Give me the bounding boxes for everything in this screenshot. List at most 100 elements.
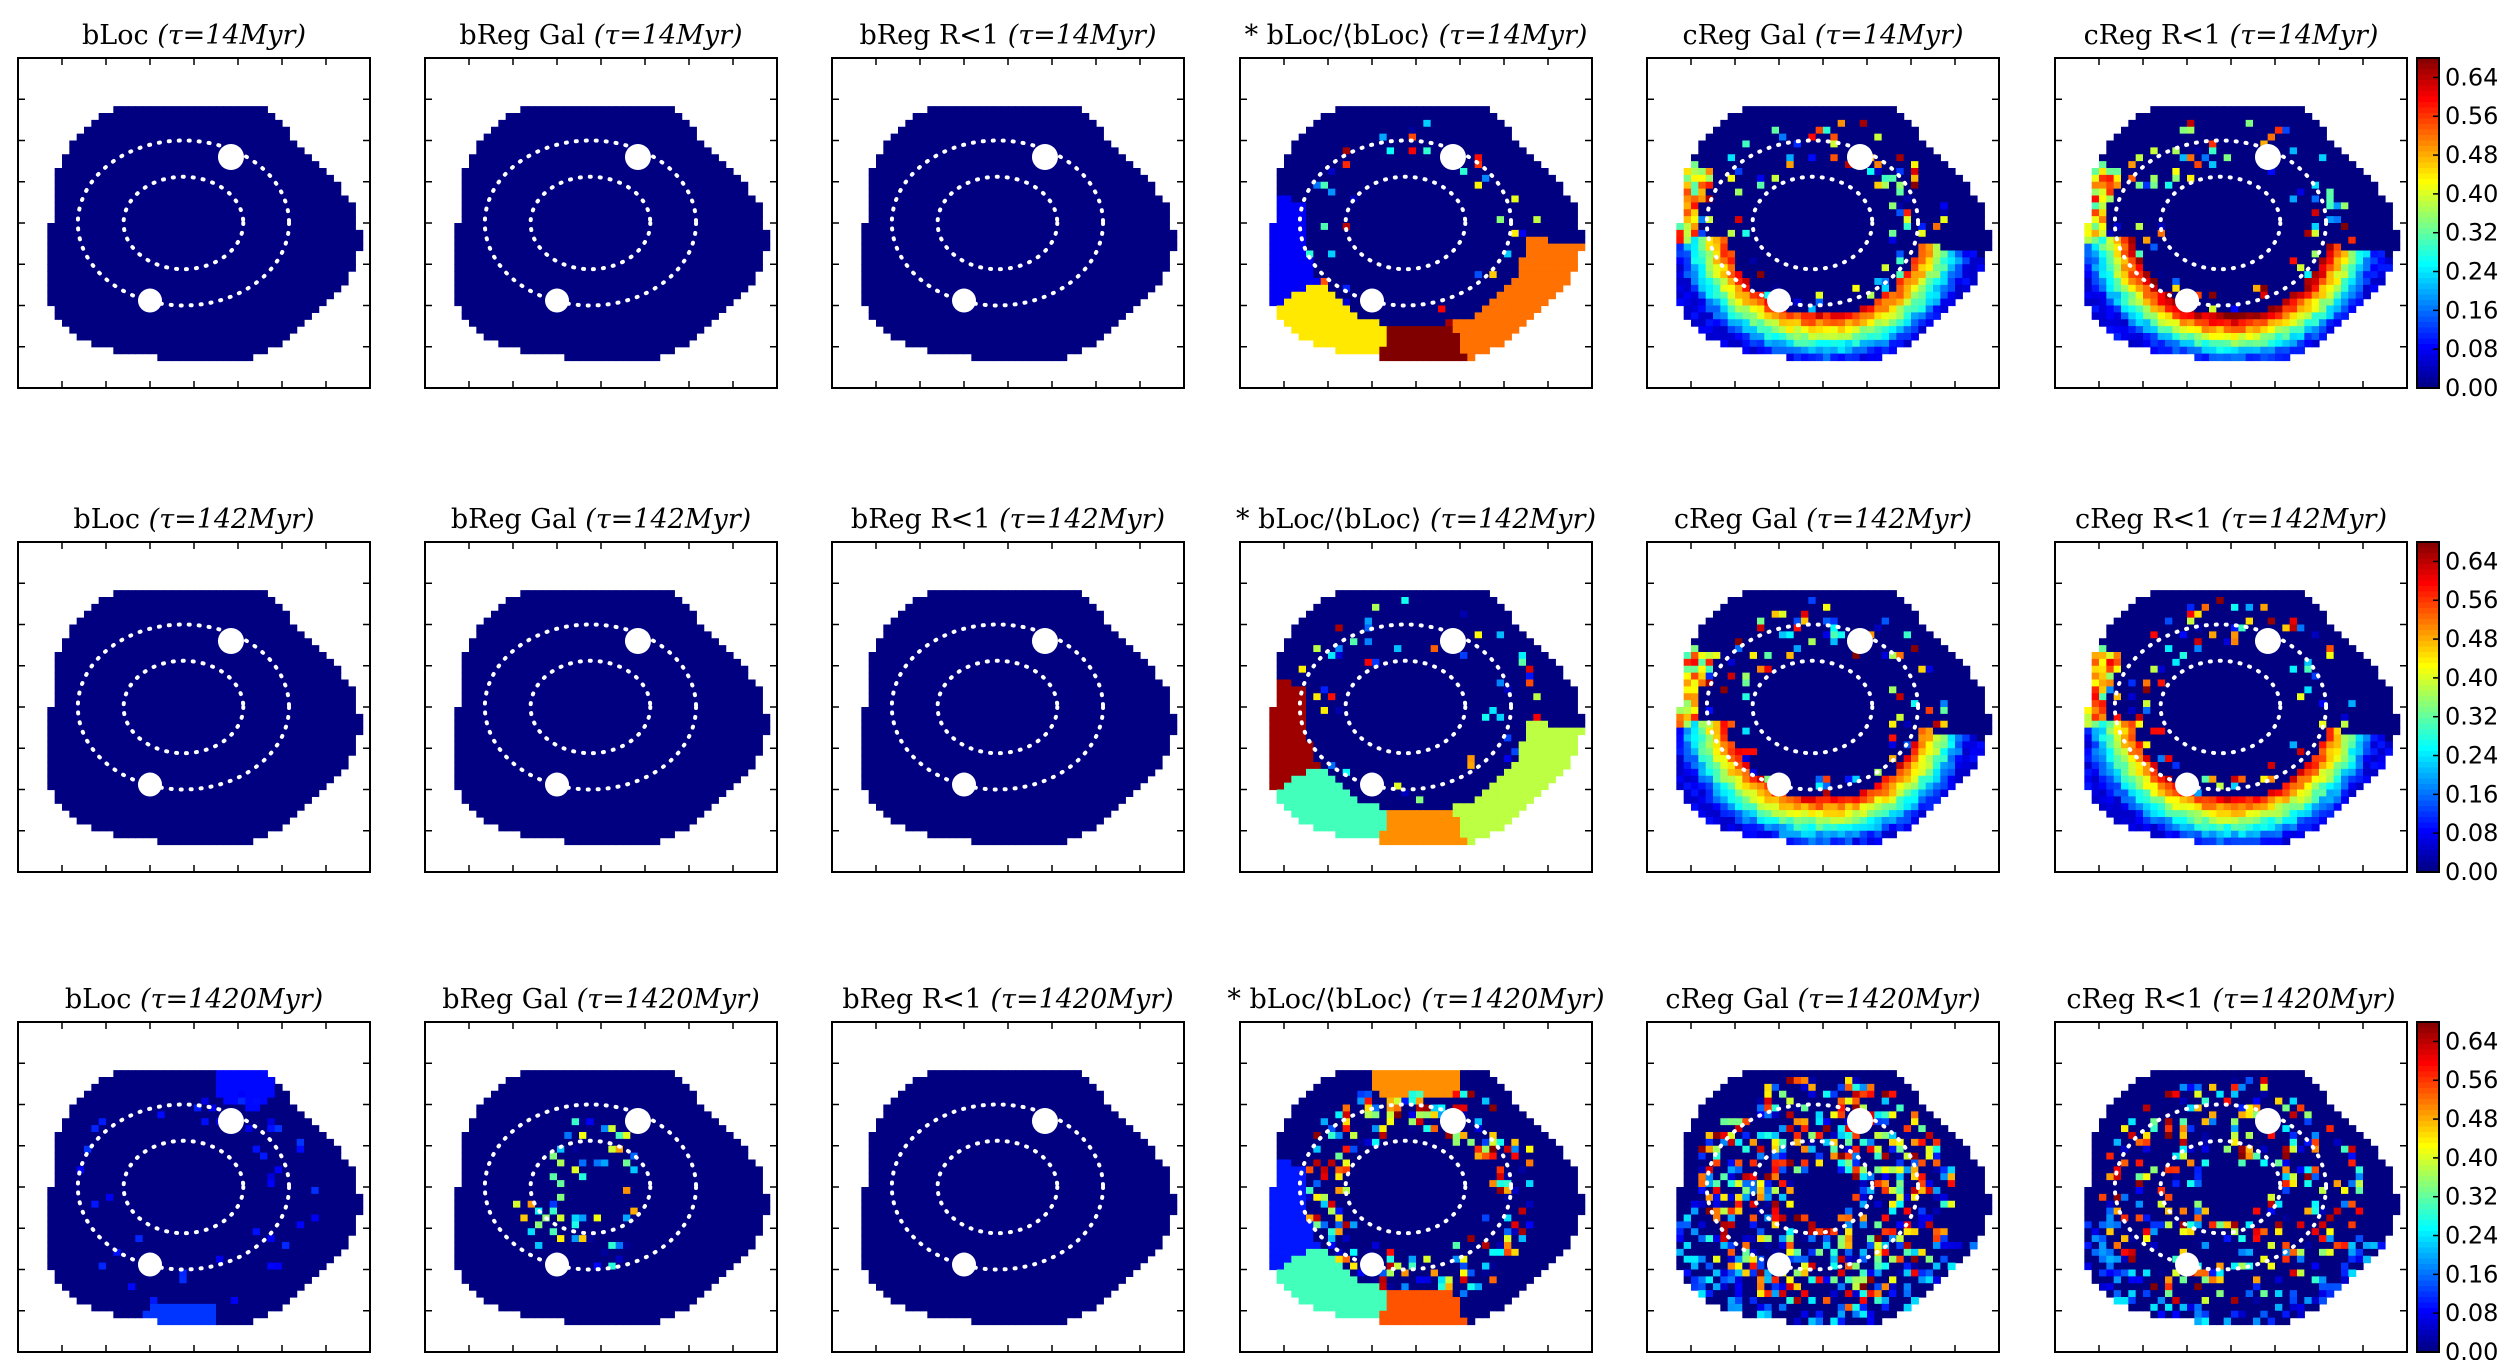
- heatmap-cell: [216, 223, 224, 230]
- heatmap-cell: [454, 251, 462, 258]
- heatmap-cell: [542, 134, 550, 141]
- heatmap-cell: [1052, 251, 1060, 258]
- heatmap-cell: [238, 264, 246, 271]
- heatmap-cell: [69, 257, 77, 264]
- heatmap-cell: [557, 113, 565, 120]
- heatmap-cell: [638, 354, 646, 361]
- heatmap-cell: [1059, 161, 1067, 168]
- heatmap-cell: [513, 312, 521, 319]
- heatmap-cell: [216, 292, 224, 299]
- heatmap-cell: [1133, 196, 1141, 203]
- heatmap-cell: [1081, 127, 1089, 134]
- heatmap-cell: [91, 278, 99, 285]
- heatmap-cell: [993, 347, 1001, 354]
- heatmap-cell: [1089, 312, 1097, 319]
- heatmap-cell: [238, 134, 246, 141]
- heatmap-cell: [572, 120, 580, 127]
- heatmap-cell: [289, 237, 297, 244]
- heatmap-cell: [557, 154, 565, 161]
- heatmap-cell: [869, 271, 877, 278]
- heatmap-cell: [971, 340, 979, 347]
- heatmap-cell: [484, 141, 492, 148]
- heatmap-cell: [157, 161, 165, 168]
- heatmap-cell: [231, 209, 239, 216]
- heatmap-cell: [1074, 278, 1082, 285]
- heatmap-cell: [616, 202, 624, 209]
- heatmap-cell: [304, 251, 312, 258]
- heatmap-cell: [1067, 237, 1075, 244]
- heatmap-cell: [62, 161, 70, 168]
- heatmap-cell: [1030, 189, 1038, 196]
- heatmap-cell: [616, 120, 624, 127]
- heatmap-cell: [1111, 285, 1119, 292]
- heatmap-cell: [979, 120, 987, 127]
- heatmap-cell: [550, 223, 558, 230]
- heatmap-cell: [469, 175, 477, 182]
- heatmap-cell: [667, 326, 675, 333]
- heatmap-cell: [601, 340, 609, 347]
- heatmap-cell: [506, 333, 514, 340]
- heatmap-cell: [572, 292, 580, 299]
- heatmap-cell: [267, 306, 275, 313]
- heatmap-cell: [1103, 251, 1111, 258]
- heatmap-cell: [704, 306, 712, 313]
- heatmap-cell: [216, 196, 224, 203]
- heatmap-cell: [542, 113, 550, 120]
- heatmap-cell: [964, 237, 972, 244]
- heatmap-cell: [920, 244, 928, 251]
- heatmap-cell: [476, 306, 484, 313]
- heatmap-cell: [935, 182, 943, 189]
- heatmap-cell: [1111, 161, 1119, 168]
- heatmap-cell: [1059, 196, 1067, 203]
- heatmap-cell: [55, 251, 63, 258]
- heatmap-cell: [1023, 161, 1031, 168]
- heatmap-cell: [289, 182, 297, 189]
- heatmap-cell: [201, 251, 209, 258]
- heatmap-cell: [898, 223, 906, 230]
- heatmap-cell: [143, 189, 151, 196]
- heatmap-cell: [297, 244, 305, 251]
- heatmap-cell: [506, 244, 514, 251]
- heatmap-cell: [1023, 251, 1031, 258]
- heatmap-cell: [1023, 202, 1031, 209]
- heatmap-cell: [935, 278, 943, 285]
- heatmap-cell: [986, 340, 994, 347]
- heatmap-cell: [150, 127, 158, 134]
- heatmap-cell: [209, 196, 217, 203]
- heatmap-cell: [535, 154, 543, 161]
- heatmap-cell: [304, 161, 312, 168]
- heatmap-cell: [550, 175, 558, 182]
- heatmap-cell: [165, 147, 173, 154]
- heatmap-cell: [1111, 196, 1119, 203]
- heatmap-cell: [935, 333, 943, 340]
- heatmap-cell: [927, 189, 935, 196]
- heatmap-cell: [253, 120, 261, 127]
- heatmap-cell: [667, 292, 675, 299]
- heatmap-cell: [157, 251, 165, 258]
- heatmap-cell: [209, 347, 217, 354]
- heatmap-cell: [260, 257, 268, 264]
- heatmap-cell: [1169, 237, 1177, 244]
- heatmap-cell: [520, 306, 528, 313]
- heatmap-cell: [106, 134, 114, 141]
- heatmap-cell: [550, 264, 558, 271]
- heatmap-cell: [194, 285, 202, 292]
- heatmap-cell: [957, 202, 965, 209]
- heatmap-cell: [1118, 175, 1126, 182]
- heatmap-cell: [755, 244, 763, 251]
- heatmap-cell: [245, 264, 253, 271]
- heatmap-cell: [223, 326, 231, 333]
- heatmap-cell: [1045, 209, 1053, 216]
- heatmap-cell: [682, 134, 690, 141]
- heatmap-cell: [905, 285, 913, 292]
- heatmap-cell: [1015, 340, 1023, 347]
- heatmap-cell: [718, 230, 726, 237]
- heatmap-cell: [179, 168, 187, 175]
- heatmap-cell: [297, 161, 305, 168]
- heatmap-cell: [883, 154, 891, 161]
- heatmap-cell: [674, 189, 682, 196]
- heatmap-cell: [201, 319, 209, 326]
- heatmap-cell: [883, 168, 891, 175]
- heatmap-cell: [733, 175, 741, 182]
- heatmap-cell: [55, 285, 63, 292]
